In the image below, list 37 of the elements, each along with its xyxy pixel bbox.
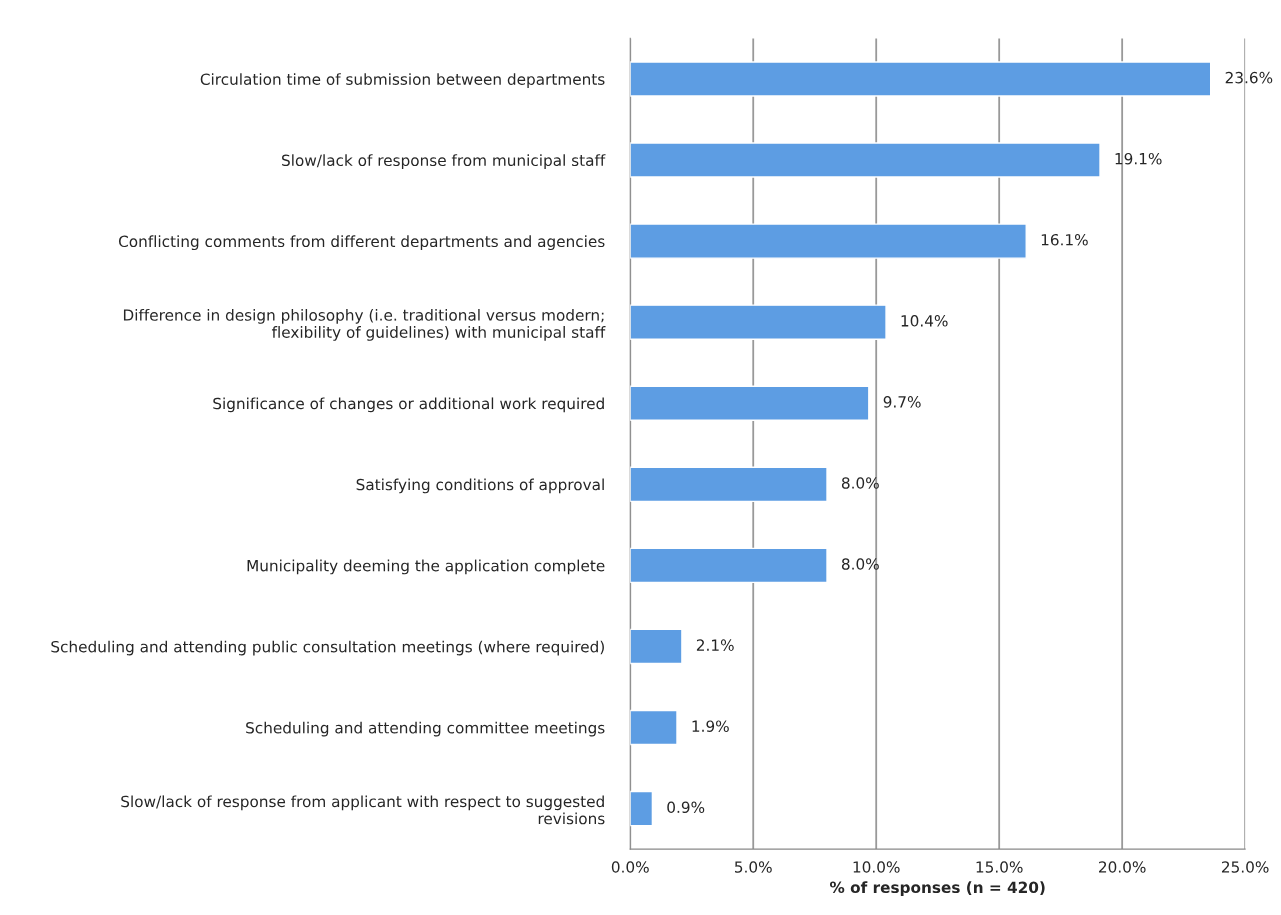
bar bbox=[630, 61, 1212, 97]
x-tick-label: 25.0% bbox=[1221, 861, 1269, 873]
data-label: 1.9% bbox=[692, 720, 729, 732]
data-label: 0.9% bbox=[667, 801, 705, 814]
bar bbox=[630, 790, 654, 827]
y-tick-label: Municipality deeming the application complete bbox=[247, 559, 605, 575]
y-tick-label: Scheduling and attending committee meetings bbox=[246, 721, 605, 737]
data-label: 8.0% bbox=[841, 558, 879, 570]
y-tick-label: Conflicting comments from different departments and agencies bbox=[118, 235, 605, 251]
y-tick-label: Circulation time of submission between departments bbox=[200, 73, 605, 88]
bar bbox=[630, 466, 828, 503]
bar bbox=[630, 547, 828, 584]
bar bbox=[630, 304, 887, 340]
data-label: 16.1% bbox=[1041, 233, 1088, 246]
bar bbox=[630, 142, 1101, 178]
x-tick-label: 10.0% bbox=[853, 861, 900, 873]
x-axis-title: % of responses (n = 420) bbox=[829, 881, 1045, 897]
bar bbox=[630, 385, 870, 421]
y-tick-label: Difference in design philosophy (i.e. traditional versus modern; flexibility of guidelines) with municipal staff bbox=[123, 308, 606, 341]
x-tick-label: 20.0% bbox=[1099, 861, 1146, 873]
data-label: 10.4% bbox=[901, 315, 948, 327]
data-label: 8.0% bbox=[841, 477, 879, 489]
data-label: 9.7% bbox=[883, 396, 921, 408]
x-tick-label: 0.0% bbox=[611, 861, 649, 873]
bar bbox=[630, 709, 678, 746]
bar bbox=[630, 628, 683, 665]
x-tick-label: 5.0% bbox=[735, 861, 772, 873]
data-label: 23.6% bbox=[1225, 71, 1273, 84]
y-tick-label: Significance of changes or additional work required bbox=[213, 397, 604, 413]
data-label: 2.1% bbox=[696, 639, 734, 651]
data-label: 19.1% bbox=[1115, 152, 1162, 165]
bar bbox=[630, 223, 1027, 259]
y-tick-label: Slow/lack of response from municipal staff bbox=[282, 154, 606, 170]
y-tick-label: Scheduling and attending public consultation meetings (where required) bbox=[51, 640, 604, 656]
y-tick-label: Slow/lack of response from applicant with respect to suggested revisions bbox=[121, 795, 605, 825]
y-tick-label: Satisfying conditions of approval bbox=[356, 478, 604, 494]
x-tick-label: 15.0% bbox=[976, 861, 1023, 873]
